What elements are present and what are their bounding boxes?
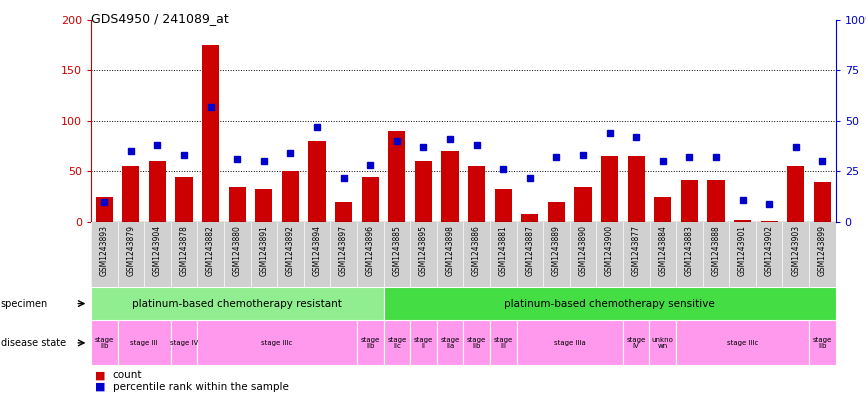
Text: stage
IIb: stage IIb [94,337,113,349]
Bar [122,166,139,222]
Bar [521,214,539,222]
Text: GSM1243881: GSM1243881 [499,225,507,276]
Text: GSM1243885: GSM1243885 [392,225,401,276]
Text: GSM1243898: GSM1243898 [445,225,455,276]
Text: percentile rank within the sample: percentile rank within the sample [113,382,288,392]
Bar [362,176,378,222]
Text: unkno
wn: unkno wn [652,337,674,349]
Text: GSM1243893: GSM1243893 [100,225,109,276]
Bar [91,287,384,320]
Bar [95,197,113,222]
Bar [760,221,778,222]
Text: disease state: disease state [1,338,66,348]
Text: stage
IIb: stage IIb [467,337,486,349]
Text: GSM1243902: GSM1243902 [765,225,773,276]
Bar [548,202,565,222]
Bar [415,161,432,222]
Text: GSM1243882: GSM1243882 [206,225,215,276]
Bar [149,161,166,222]
Text: GSM1243887: GSM1243887 [526,225,534,276]
Bar [255,189,273,222]
Text: GSM1243899: GSM1243899 [818,225,827,276]
Bar [574,187,591,222]
Text: GSM1243878: GSM1243878 [179,225,189,276]
Text: GSM1243894: GSM1243894 [313,225,321,276]
Text: stage
IIa: stage IIa [441,337,460,349]
Bar [516,320,623,365]
Text: GSM1243886: GSM1243886 [472,225,481,276]
Text: GSM1243895: GSM1243895 [419,225,428,276]
Bar [463,320,490,365]
Bar [176,176,192,222]
Bar [650,320,676,365]
Bar [708,180,725,222]
Text: GSM1243901: GSM1243901 [738,225,747,276]
Bar [654,197,671,222]
Bar [681,180,698,222]
Bar [814,182,831,222]
Text: GSM1243896: GSM1243896 [365,225,375,276]
Text: GSM1243897: GSM1243897 [339,225,348,276]
Text: GDS4950 / 241089_at: GDS4950 / 241089_at [91,12,229,25]
Bar [357,320,384,365]
Text: stage
IV: stage IV [627,337,646,349]
Text: stage IIIc: stage IIIc [727,340,759,346]
Text: platinum-based chemotherapy resistant: platinum-based chemotherapy resistant [132,299,342,309]
Text: stage IV: stage IV [170,340,198,346]
Text: GSM1243890: GSM1243890 [578,225,587,276]
Text: stage III: stage III [131,340,158,346]
Text: stage
II: stage II [414,337,433,349]
Bar [197,320,357,365]
Text: stage
IIb: stage IIb [813,337,832,349]
Text: ■: ■ [95,370,106,380]
Text: count: count [113,370,142,380]
Text: stage
III: stage III [494,337,513,349]
Bar [468,166,485,222]
Text: stage
IIb: stage IIb [360,337,380,349]
Text: platinum-based chemotherapy sensitive: platinum-based chemotherapy sensitive [504,299,715,309]
Bar [442,151,459,222]
Text: GSM1243891: GSM1243891 [259,225,268,276]
Text: GSM1243880: GSM1243880 [233,225,242,276]
Bar [388,131,405,222]
Text: GSM1243888: GSM1243888 [712,225,721,276]
Bar [410,320,436,365]
Bar [601,156,618,222]
Bar [734,220,751,222]
Bar [281,171,299,222]
Bar [787,166,805,222]
Text: ■: ■ [95,382,106,392]
Text: stage
IIc: stage IIc [387,337,406,349]
Bar [490,320,516,365]
Bar [202,45,219,222]
Text: specimen: specimen [1,299,48,309]
Bar [229,187,246,222]
Text: stage IIIa: stage IIIa [554,340,585,346]
Text: GSM1243903: GSM1243903 [792,225,800,276]
Text: stage IIIc: stage IIIc [262,340,293,346]
Bar [118,320,171,365]
Bar [384,320,410,365]
Bar [628,156,645,222]
Bar [676,320,809,365]
Text: GSM1243884: GSM1243884 [658,225,668,276]
Text: GSM1243883: GSM1243883 [685,225,694,276]
Text: GSM1243889: GSM1243889 [552,225,561,276]
Bar [384,287,836,320]
Bar [809,320,836,365]
Bar [494,189,512,222]
Text: GSM1243879: GSM1243879 [126,225,135,276]
Bar [335,202,352,222]
Text: GSM1243877: GSM1243877 [631,225,641,276]
Bar [91,320,118,365]
Text: GSM1243892: GSM1243892 [286,225,295,276]
Text: GSM1243904: GSM1243904 [153,225,162,276]
Bar [171,320,197,365]
Bar [308,141,326,222]
Bar [436,320,463,365]
Bar [623,320,650,365]
Text: GSM1243900: GSM1243900 [605,225,614,276]
